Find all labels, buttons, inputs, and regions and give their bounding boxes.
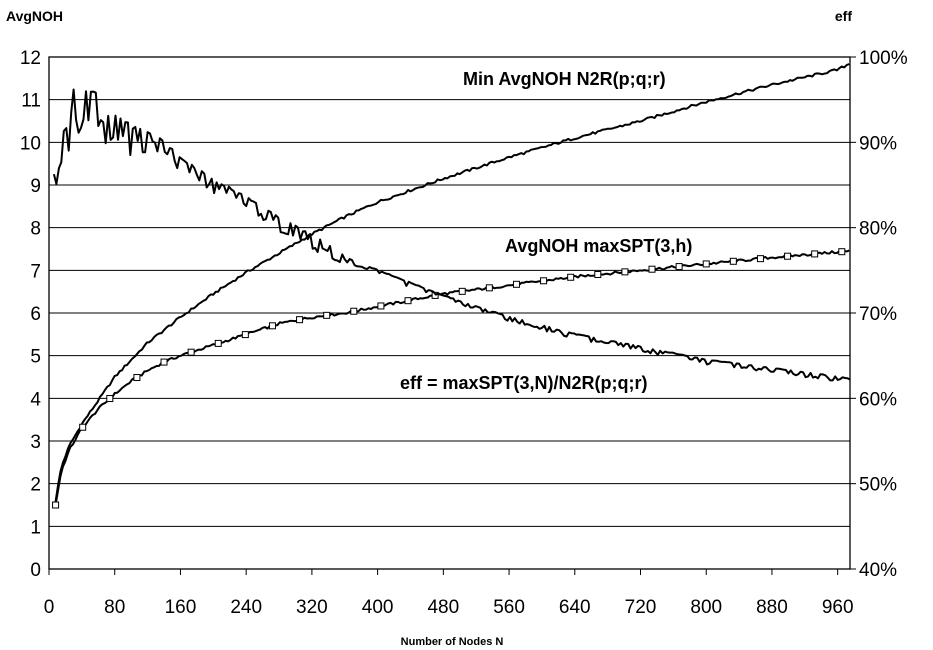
- y-right-tick-label: 80%: [859, 219, 897, 240]
- series-marker: [214, 339, 222, 347]
- y-left-tick-label: 3: [30, 432, 41, 453]
- y-left-tick-label: 11: [21, 91, 41, 112]
- annotation-avgnoh-maxspt: AvgNOH maxSPT(3,h): [505, 236, 692, 256]
- y-right-tick-label: 100%: [859, 48, 908, 69]
- y-right-tick-label: 40%: [859, 560, 897, 581]
- series-marker: [784, 252, 792, 260]
- gridlines: [49, 99, 850, 527]
- series-line-0: [54, 63, 850, 502]
- x-tick-label: 720: [625, 597, 657, 618]
- y-left-tick-label: 6: [30, 304, 41, 325]
- y-left-tick-label: 2: [30, 475, 41, 496]
- series-marker: [52, 501, 60, 509]
- y-axis-right-ticks: 40% 50% 60% 70% 80% 90% 100%: [850, 48, 908, 581]
- y-right-tick-label: 70%: [859, 304, 897, 325]
- series-marker: [756, 255, 764, 263]
- y-left-tick-label: 9: [30, 176, 41, 197]
- series-marker: [404, 297, 412, 305]
- series-marker: [621, 268, 629, 276]
- series-marker: [648, 265, 656, 273]
- x-tick-label: 80: [104, 597, 125, 618]
- y-left-tick-label: 8: [30, 219, 41, 240]
- y-left-tick-label: 0: [30, 560, 41, 581]
- series-group: [52, 63, 851, 509]
- x-axis-ticks: 0 80 160 240 320 400 480 560 640 720 800 880 960: [44, 569, 854, 618]
- series-marker: [106, 395, 114, 403]
- x-tick-label: 240: [230, 597, 262, 618]
- x-tick-label: 160: [165, 597, 197, 618]
- y-left-tick-label: 4: [30, 389, 41, 410]
- series-marker: [729, 257, 737, 265]
- series-marker: [512, 280, 520, 288]
- series-marker: [458, 287, 466, 295]
- y-axis-right-title: eff: [835, 8, 852, 24]
- x-tick-label: 800: [690, 597, 722, 618]
- series-line-2: [52, 88, 851, 382]
- y-right-tick-label: 60%: [859, 389, 897, 410]
- y-left-tick-label: 10: [20, 133, 41, 154]
- x-tick-label: 320: [296, 597, 328, 618]
- series-marker: [594, 270, 602, 278]
- series-marker: [540, 277, 548, 285]
- y-left-tick-label: 7: [30, 261, 41, 282]
- series-marker: [675, 263, 683, 271]
- x-tick-label: 0: [44, 597, 55, 618]
- annotation-eff: eff = maxSPT(3,N)/N2R(p;q;r): [400, 373, 648, 393]
- series-marker: [296, 316, 304, 324]
- series-marker: [241, 331, 249, 339]
- x-axis-title: Number of Nodes N: [401, 636, 504, 648]
- series-marker: [485, 284, 493, 292]
- series-marker: [350, 307, 358, 315]
- series-marker: [133, 374, 141, 382]
- series-marker: [79, 423, 87, 431]
- series-marker: [268, 322, 276, 330]
- x-tick-label: 640: [559, 597, 591, 618]
- series-marker: [702, 260, 710, 268]
- x-tick-label: 960: [822, 597, 854, 618]
- x-tick-label: 400: [362, 597, 394, 618]
- y-right-tick-label: 90%: [859, 133, 897, 154]
- y-right-tick-label: 50%: [859, 475, 897, 496]
- annotation-min-avgnoh: Min AvgNOH N2R(p;q;r): [463, 69, 666, 89]
- y-left-tick-label: 5: [30, 347, 41, 368]
- series-marker: [377, 302, 385, 310]
- x-tick-label: 480: [427, 597, 459, 618]
- series-marker: [323, 311, 331, 319]
- series-marker: [811, 250, 819, 258]
- series-marker: [160, 358, 168, 366]
- y-left-tick-label: 12: [20, 48, 41, 69]
- x-tick-label: 880: [756, 597, 788, 618]
- series-marker: [567, 273, 575, 281]
- series-marker: [187, 348, 195, 356]
- y-left-tick-label: 1: [30, 517, 41, 538]
- x-tick-label: 560: [493, 597, 525, 618]
- y-axis-left-title: AvgNOH: [6, 8, 63, 24]
- series-marker: [838, 248, 846, 256]
